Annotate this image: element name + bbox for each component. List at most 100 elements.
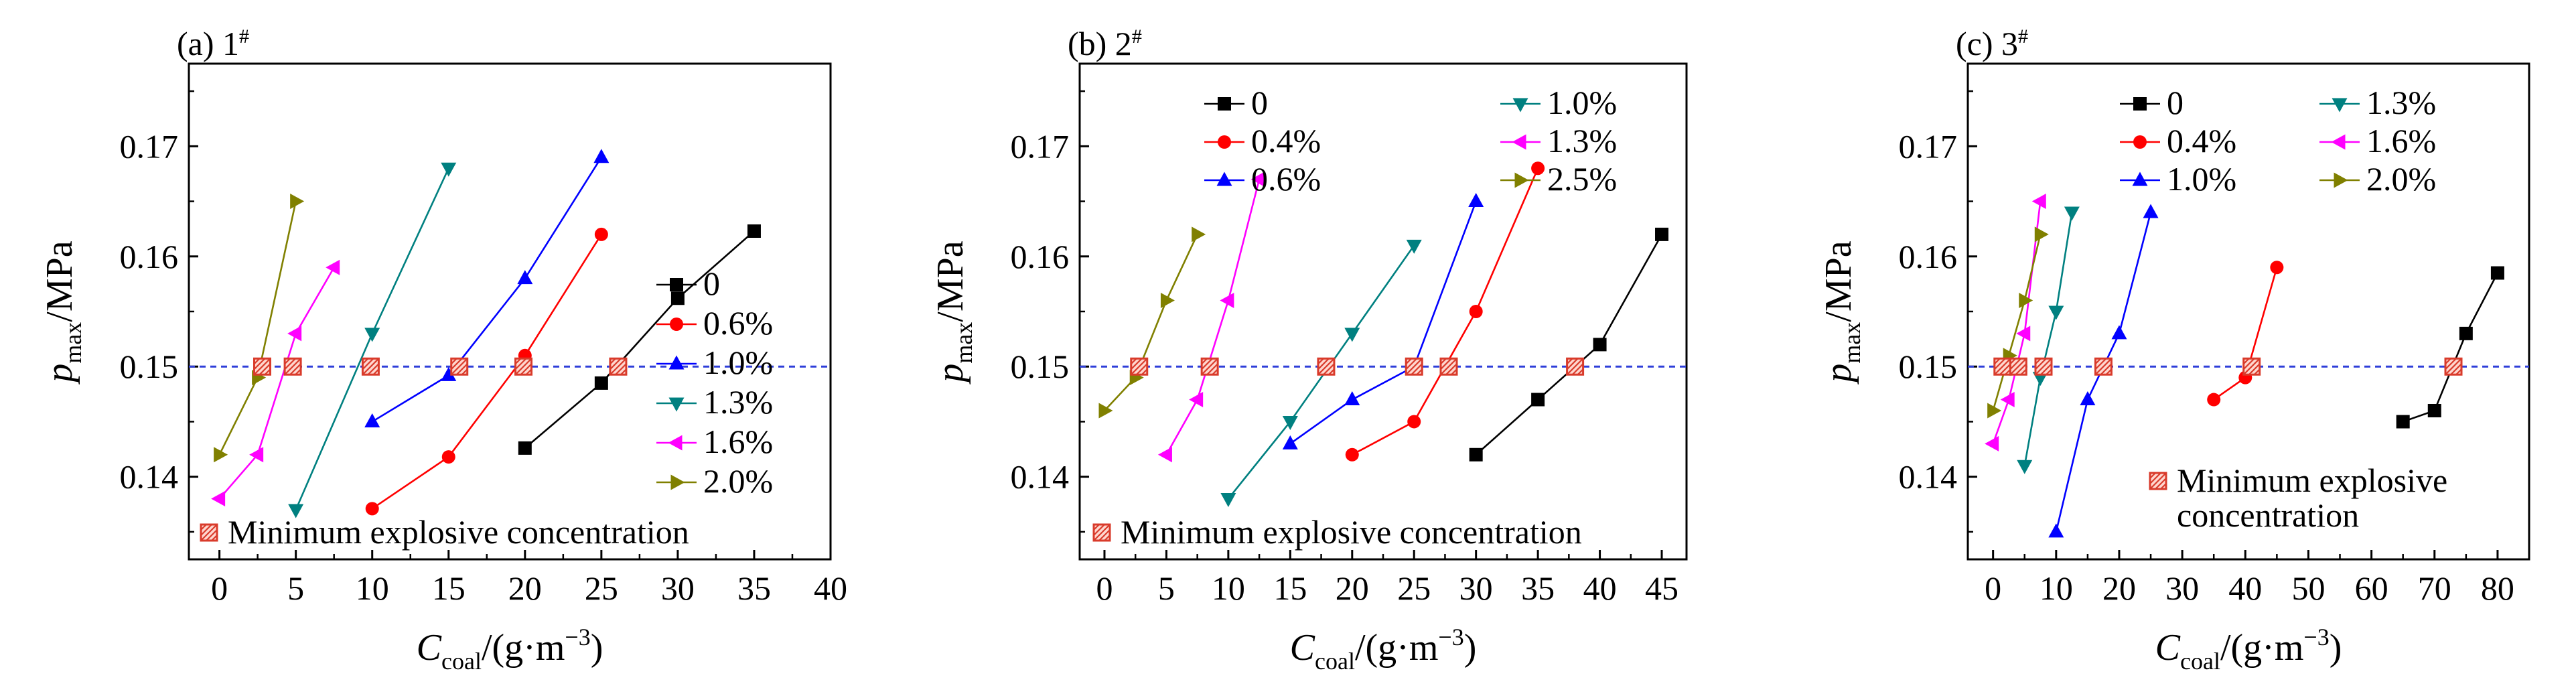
data-point-4-2	[1220, 293, 1234, 309]
series-line-2	[1289, 201, 1477, 445]
x-tick-label-4: 20	[508, 569, 542, 607]
legend-label-5: 2.0%	[2366, 160, 2436, 198]
data-point-4-0	[1157, 447, 1172, 463]
data-point-5-0	[1987, 403, 2002, 419]
x-tick-label-6: 60	[2355, 569, 2388, 607]
data-point-0-2	[1593, 338, 1607, 352]
min-explosive-marker-4	[2242, 357, 2261, 376]
legend-marker-5	[1514, 172, 1529, 188]
data-point-0-3	[747, 224, 761, 238]
y-tick-label-3: 0.17	[1899, 127, 1958, 165]
series-line-3	[2023, 212, 2073, 466]
data-point-4-3	[326, 259, 340, 275]
x-tick-label-7: 35	[737, 569, 771, 607]
legend-label-5: 2.5%	[1547, 160, 1617, 198]
legend-marker-0	[1218, 97, 1231, 111]
x-tick-label-8: 40	[1583, 569, 1617, 607]
min-explosive-marker-4	[514, 357, 533, 376]
x-tick-label-5: 50	[2291, 569, 2325, 607]
legend-label-1: 0.4%	[1251, 122, 1321, 159]
data-point-2-0	[2048, 523, 2064, 538]
legend-marker-5	[2334, 172, 2348, 188]
data-point-1-2	[2270, 261, 2284, 275]
x-tick-label-6: 30	[1459, 569, 1493, 607]
legend-marker-4	[2331, 134, 2346, 150]
annotation-text-0: Minimum explosive concentration	[228, 513, 689, 551]
min-explosive-marker-2	[1317, 357, 1336, 376]
legend-marker-1	[2133, 135, 2147, 149]
data-point-2-3	[593, 149, 610, 163]
series-line-4	[1992, 201, 2042, 444]
min-explosive-marker-4	[1439, 357, 1458, 376]
x-tick-label-4: 40	[2228, 569, 2262, 607]
data-point-1-0	[365, 502, 379, 516]
series-line-4	[1165, 179, 1261, 456]
data-point-1-2	[1469, 305, 1483, 318]
series-line-1	[1352, 167, 1539, 456]
y-tick-label-0: 0.14	[120, 458, 179, 496]
data-point-2-3	[1468, 193, 1484, 208]
data-point-4-1	[249, 447, 264, 463]
x-axis-label: Ccoal/(g·m−3)	[2155, 624, 2342, 675]
data-point-3-1	[364, 328, 380, 342]
data-point-1-3	[594, 227, 608, 241]
y-tick-label-1: 0.15	[120, 348, 179, 385]
x-tick-label-3: 30	[2165, 569, 2199, 607]
min-explosive-marker-3	[1405, 357, 1423, 376]
data-point-3-1	[1282, 415, 1298, 430]
legend-marker-1	[670, 318, 683, 331]
y-tick-label-2: 0.16	[1011, 238, 1070, 275]
data-point-3-0	[288, 504, 304, 518]
sample-mark: #	[1132, 25, 1142, 48]
x-tick-label-9: 45	[1645, 569, 1678, 607]
legend-label-3: 1.3%	[2366, 84, 2436, 121]
x-tick-label-2: 10	[1212, 569, 1245, 607]
min-explosive-marker-2	[2034, 357, 2053, 376]
data-point-0-2	[2459, 326, 2473, 340]
min-explosive-marker-0	[1130, 357, 1149, 376]
x-tick-label-1: 10	[2040, 569, 2073, 607]
y-tick-label-2: 0.16	[120, 238, 179, 275]
data-point-5-0	[214, 447, 228, 463]
x-tick-label-6: 30	[661, 569, 695, 607]
legend-label-0: 0	[1251, 84, 1268, 121]
series-line-5	[1104, 234, 1198, 411]
chart-panel-3: (c) 3# 0 10 20 30 40 50 60 70 80 0.14 0.15 0.16 0.17 0…	[1818, 25, 2530, 675]
data-point-3-2	[2048, 305, 2064, 320]
series-line-5	[218, 201, 297, 456]
legend-label-4: 1.6%	[2366, 122, 2436, 159]
data-point-2-2	[517, 270, 533, 285]
data-point-4-1	[2000, 392, 2015, 408]
data-point-0-1	[594, 376, 608, 390]
min-explosive-marker-5	[609, 357, 628, 376]
legend-marker-0	[670, 278, 683, 291]
data-point-2-1	[441, 366, 457, 381]
y-tick-label-2: 0.16	[1899, 238, 1958, 275]
data-point-3-0	[1220, 493, 1236, 508]
data-point-4-0	[211, 491, 226, 507]
x-axis-label: Ccoal/(g·m−3)	[1290, 624, 1477, 675]
legend-marker-0	[2133, 97, 2147, 111]
min-explosive-marker-1	[2009, 357, 2027, 376]
series-line-0	[2403, 272, 2499, 423]
data-point-0-2	[670, 291, 685, 305]
x-tick-label-8: 40	[814, 569, 847, 607]
data-point-2-2	[2111, 325, 2127, 340]
data-point-5-2	[1160, 293, 1175, 309]
series-line-2	[372, 157, 602, 423]
legend-marker-3	[1512, 98, 1528, 113]
annotation-text-0: Minimum explosive	[2177, 462, 2447, 499]
data-point-0-0	[2396, 415, 2410, 429]
x-tick-label-2: 10	[356, 569, 389, 607]
legend-label-0: 0	[2167, 84, 2184, 121]
legend-marker-2	[1216, 171, 1232, 186]
x-tick-label-7: 70	[2418, 569, 2451, 607]
x-tick-label-4: 20	[1336, 569, 1369, 607]
chart-panel-2: (b) 2# 0 5 10 15 20 25 30 35 40 45 0.14 0.15 0.16 0.17…	[930, 25, 1688, 675]
x-tick-label-7: 35	[1521, 569, 1555, 607]
legend-marker-1	[1218, 135, 1231, 149]
min-explosive-marker-1	[1200, 357, 1219, 376]
data-point-3-0	[2017, 460, 2033, 474]
data-point-1-0	[1345, 447, 1359, 462]
